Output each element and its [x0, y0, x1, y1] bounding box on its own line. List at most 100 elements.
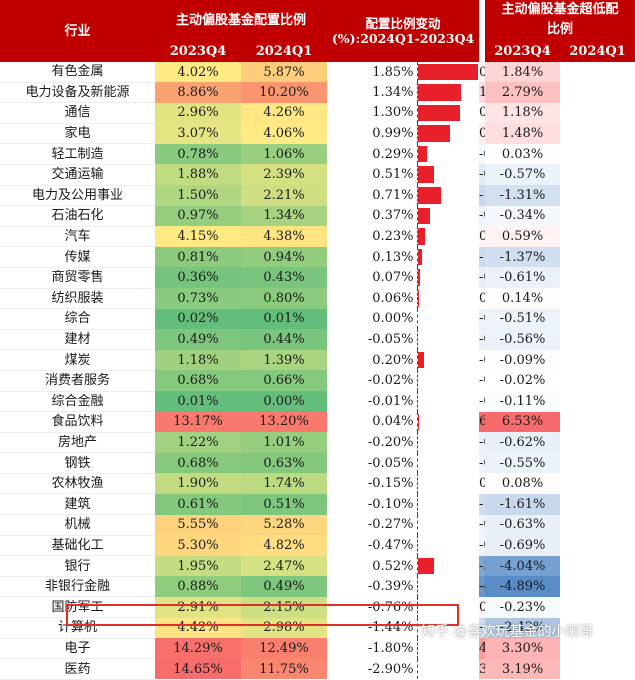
excess-2023q4-cell: -0.53%	[479, 206, 485, 227]
alloc-2023q4-cell: 1.22%	[155, 432, 241, 453]
alloc-2023q4-cell: 1.18%	[155, 350, 241, 371]
excess-2024q1-cell: 1.18%	[485, 103, 560, 124]
change-bar	[418, 208, 430, 225]
industry-name: 传媒	[0, 247, 155, 268]
alloc-2024q1-cell: 4.06%	[241, 123, 327, 144]
alloc-2024q1-cell: 4.82%	[241, 535, 327, 556]
excess-2024q1-cell: 3.30%	[485, 638, 560, 659]
change-value-cell: 0.99%	[327, 123, 417, 144]
change-value-cell: -0.15%	[327, 473, 417, 494]
industry-name: 电力及公用事业	[0, 185, 155, 206]
change-bar-cell	[417, 206, 479, 227]
industry-name: 电子	[0, 638, 155, 659]
alloc-2023q4-cell: 1.95%	[155, 556, 241, 577]
change-bar	[418, 105, 460, 122]
header-alloc-2024q1: 2024Q1	[241, 40, 327, 62]
change-bar-cell	[417, 535, 479, 556]
change-bar-cell	[417, 329, 479, 350]
alloc-2024q1-cell: 4.26%	[241, 103, 327, 124]
change-value-cell: 0.37%	[327, 206, 417, 227]
header-allocation-title: 主动偏股基金配置比例	[155, 0, 327, 40]
change-value-cell: -1.80%	[327, 638, 417, 659]
alloc-2024q1-cell: 0.00%	[241, 391, 327, 412]
table-row: 机械5.55%5.28%-0.27%-0.45%-0.63%	[0, 515, 635, 536]
excess-2023q4-cell: -0.45%	[479, 515, 485, 536]
excess-2023q4-cell: 0.18%	[479, 473, 485, 494]
change-bar	[418, 64, 478, 80]
excess-2023q4-cell: -0.57%	[479, 432, 485, 453]
excess-2023q4-cell: 0.44%	[479, 62, 485, 82]
alloc-2024q1-cell: 2.39%	[241, 164, 327, 185]
change-bar-cell	[417, 144, 479, 165]
change-value-cell: -0.05%	[327, 453, 417, 474]
change-bar-cell	[417, 576, 479, 597]
alloc-2023q4-cell: 1.50%	[155, 185, 241, 206]
change-bar-cell	[417, 62, 479, 82]
alloc-2024q1-cell: 0.63%	[241, 453, 327, 474]
excess-2024q1-cell: -0.63%	[485, 515, 560, 536]
industry-name: 房地产	[0, 432, 155, 453]
change-bar-cell	[417, 82, 479, 103]
excess-2023q4-cell: -1.45%	[479, 494, 485, 515]
alloc-2024q1-cell: 0.66%	[241, 370, 327, 391]
change-bar	[418, 187, 441, 204]
change-bar-cell	[417, 226, 479, 247]
excess-2024q1-cell: -0.57%	[485, 164, 560, 185]
excess-2024q1-cell: 1.48%	[485, 123, 560, 144]
excess-2023q4-cell: -0.56%	[479, 309, 485, 330]
change-value-cell: 0.07%	[327, 267, 417, 288]
change-bar-cell	[417, 659, 479, 680]
change-bar	[418, 125, 450, 142]
alloc-2023q4-cell: 5.55%	[155, 515, 241, 536]
change-value-cell: 0.20%	[327, 350, 417, 371]
change-bar-cell	[417, 288, 479, 309]
excess-2024q1-cell: -2.43%	[485, 618, 560, 639]
change-bar	[418, 414, 419, 431]
change-bar	[418, 269, 420, 286]
alloc-2023q4-cell: 2.96%	[155, 103, 241, 124]
change-bar-cell	[417, 164, 479, 185]
excess-2023q4-cell: -0.48%	[479, 535, 485, 556]
excess-2023q4-cell: 3.17%	[479, 659, 485, 680]
excess-2024q1-cell: -0.61%	[485, 267, 560, 288]
industry-name: 石油石化	[0, 206, 155, 227]
excess-2023q4-cell: -0.10%	[479, 391, 485, 412]
change-value-cell: 0.52%	[327, 556, 417, 577]
excess-2024q1-cell: 3.19%	[485, 659, 560, 680]
industry-name: 综合	[0, 309, 155, 330]
table-row: 综合0.02%0.01%0.00%-0.56%-0.51%	[0, 309, 635, 330]
excess-2024q1-cell: -0.11%	[485, 391, 560, 412]
alloc-2023q4-cell: 14.29%	[155, 638, 241, 659]
alloc-2023q4-cell: 4.15%	[155, 226, 241, 247]
excess-2024q1-cell: -4.04%	[485, 556, 560, 577]
change-value-cell: 0.51%	[327, 164, 417, 185]
header-excess-2023q4: 2023Q4	[485, 40, 560, 62]
table-row: 钢铁0.68%0.63%-0.05%-0.48%-0.55%	[0, 453, 635, 474]
excess-2023q4-cell: 0.06%	[479, 288, 485, 309]
alloc-2023q4-cell: 0.73%	[155, 288, 241, 309]
alloc-2023q4-cell: 0.36%	[155, 267, 241, 288]
excess-2023q4-cell: -1.60%	[479, 185, 485, 206]
alloc-2023q4-cell: 0.88%	[155, 576, 241, 597]
excess-2023q4-cell: -0.31%	[479, 144, 485, 165]
table-row: 家电3.07%4.06%0.99%0.78%1.48%	[0, 123, 635, 144]
excess-2024q1-cell: 0.08%	[485, 473, 560, 494]
alloc-2024q1-cell: 0.44%	[241, 329, 327, 350]
alloc-2024q1-cell: 2.47%	[241, 556, 327, 577]
excess-2024q1-cell: -0.23%	[485, 597, 560, 618]
excess-2023q4-cell: -1.49%	[479, 618, 485, 639]
excess-2024q1-cell: -0.62%	[485, 432, 560, 453]
change-value-cell: 0.00%	[327, 309, 417, 330]
table-row: 银行1.95%2.47%0.52%-3.79%-4.04%	[0, 556, 635, 577]
excess-2023q4-cell: -4.50%	[479, 576, 485, 597]
change-bar-cell	[417, 638, 479, 659]
excess-2023q4-cell: 1.57%	[479, 82, 485, 103]
change-value-cell: -0.05%	[327, 329, 417, 350]
change-value-cell: -0.27%	[327, 515, 417, 536]
industry-name: 非银行金融	[0, 576, 155, 597]
change-value-cell: -0.20%	[327, 432, 417, 453]
